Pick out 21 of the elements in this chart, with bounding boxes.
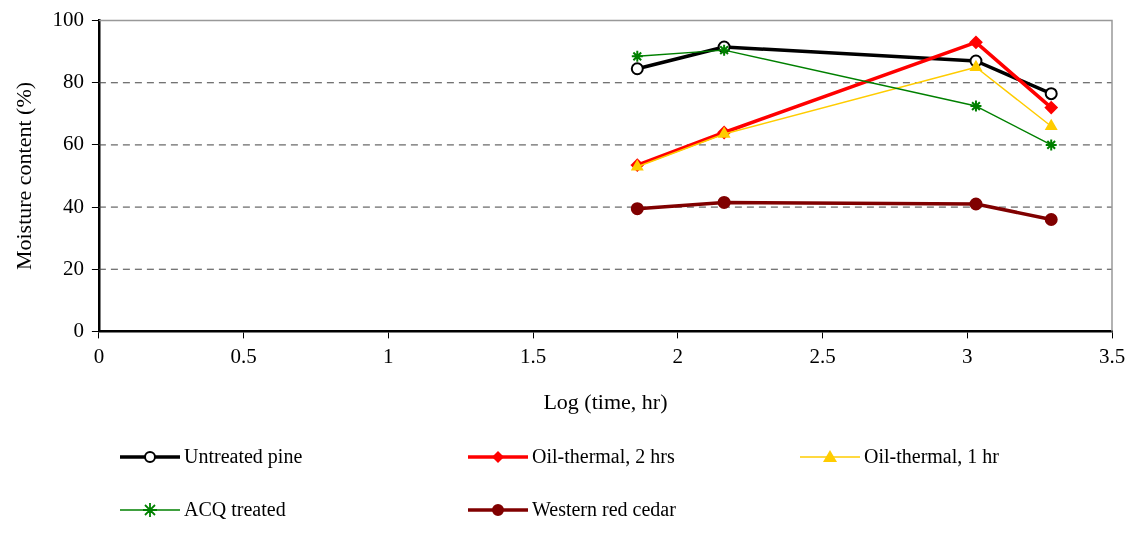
x-tick-label: 0.5 — [230, 343, 257, 368]
x-tick-label: 1 — [383, 343, 394, 368]
y-tick-label: 60 — [62, 131, 84, 156]
y-tick-label: 40 — [62, 193, 84, 218]
x-tick-label: 2 — [672, 343, 684, 368]
legend-label: Western red cedar — [532, 498, 676, 521]
x-tick-label: 2.5 — [809, 343, 836, 368]
x-tick-label: 3 — [962, 343, 973, 368]
legend-label: Oil-thermal, 1 hr — [864, 445, 999, 468]
y-tick-label: 80 — [62, 69, 84, 94]
legend-label: Oil-thermal, 2 hrs — [532, 445, 675, 468]
x-tick-label: 0 — [93, 343, 105, 368]
y-tick-label: 20 — [62, 255, 84, 280]
x-axis-title: Log (time, hr) — [543, 388, 668, 414]
y-tick-label: 100 — [52, 7, 84, 32]
legend-label: ACQ treated — [184, 498, 286, 521]
y-tick-label: 0 — [73, 317, 84, 342]
x-tick-label: 1.5 — [519, 343, 547, 368]
y-axis-title: Moisture content (%) — [10, 81, 36, 271]
legend-label: Untreated pine — [184, 445, 303, 468]
x-tick-label: 3.5 — [1098, 343, 1126, 368]
